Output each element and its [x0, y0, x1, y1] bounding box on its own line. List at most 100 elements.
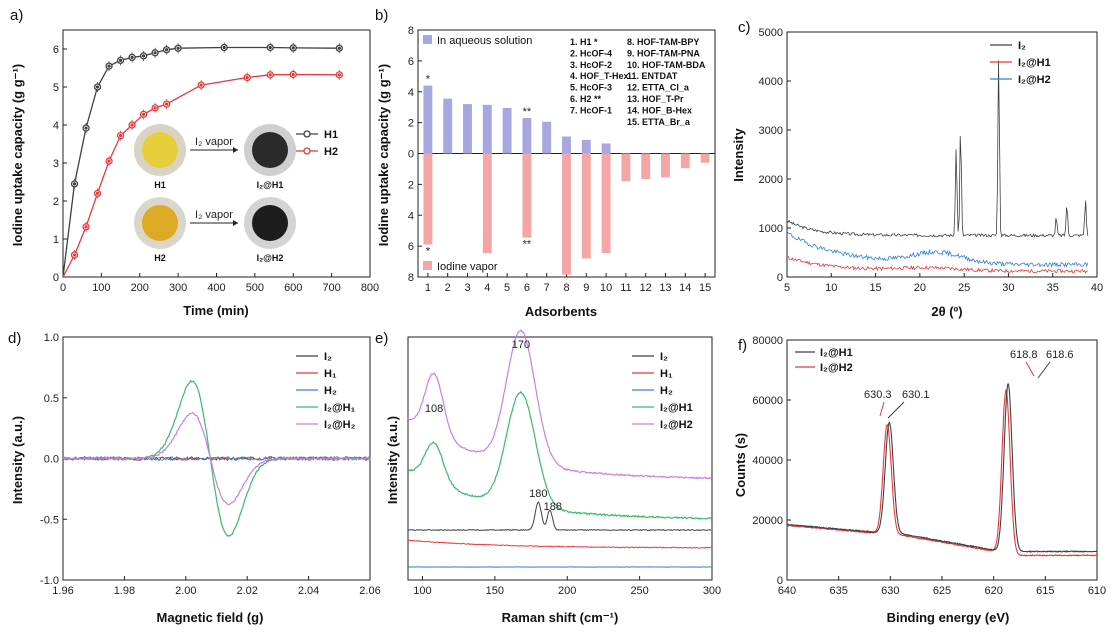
- panel-b-bar: [601, 143, 611, 154]
- panel-e-legend-label: H₁: [660, 368, 673, 380]
- panel-f-frame: [786, 339, 1098, 581]
- panel-d-ytick-label: 0.5: [44, 393, 59, 405]
- panel-b-bar: [423, 153, 433, 245]
- panel-c-legend-label: I₂@H1: [1018, 57, 1051, 69]
- panel-a-inset-sample: [252, 132, 288, 168]
- panel-f-series-line: [786, 388, 1098, 557]
- panel-a-point-core: [141, 54, 146, 58]
- panel-e-legend-label: I₂: [660, 351, 668, 363]
- panel-d-xtick-label: 2.00: [175, 585, 196, 597]
- panel-a-ytick-label: 5: [53, 82, 59, 94]
- panel-b-list-item: 7. HcOF-1: [570, 105, 612, 115]
- panel-label-e: e): [375, 330, 388, 347]
- panel-a-series-H2-line: [62, 73, 340, 278]
- panel-f-xtick-label: 610: [1088, 585, 1106, 597]
- panel-c-xtick-label: 35: [1047, 282, 1059, 294]
- panel-e-peak-label: 108: [425, 403, 443, 415]
- panel-b-xtick-label: 11: [620, 282, 631, 294]
- panel-b-list-item: 11. ENTDAT: [627, 71, 678, 81]
- panel-a-point-core: [165, 102, 169, 106]
- panel-f-arrow: [1037, 361, 1051, 379]
- panel-a-ytick-label: 3: [53, 158, 59, 170]
- panel-b-xtick-label: 12: [640, 282, 652, 294]
- panel-a-xtick-label: 400: [207, 282, 225, 294]
- panel-f-ytick-label: 80000: [752, 335, 783, 347]
- panel-c-ytick-label: 4000: [759, 76, 783, 88]
- panel-b-list-item: 15. ETTA_Br_a: [627, 117, 691, 127]
- panel-e-peak-label: 188: [544, 501, 562, 513]
- panel-e-legend-label: H₂: [660, 385, 673, 397]
- panel-b-bar: [641, 153, 651, 179]
- panel-b-bar: [482, 153, 492, 254]
- panel-f-series-line: [786, 382, 1097, 553]
- panel-e-peak-label: 170: [512, 339, 530, 351]
- panel-a-inset-label: I₂@H1: [257, 180, 284, 190]
- panel-b-bar: [542, 121, 552, 154]
- panel-a-chart: Time (min) Iodine uptake capacity (g g⁻¹…: [10, 29, 379, 318]
- panel-d-xlabel: Magnetic field (g): [157, 610, 264, 625]
- panel-a-xlabel: Time (min): [183, 303, 249, 318]
- panel-a-ytick-label: 1: [53, 234, 59, 246]
- panel-e-xtick-label: 250: [630, 585, 648, 597]
- panel-b-bar: [661, 153, 670, 178]
- panel-a-point-core: [95, 191, 100, 195]
- panel-f-ytick-label: 20000: [752, 515, 783, 527]
- panel-e-chart: Raman shift (cm⁻¹) Intensity (a.u.) 100 1…: [385, 329, 721, 625]
- panel-f-xtick-label: 635: [829, 585, 847, 597]
- panel-a-point-core: [199, 83, 203, 87]
- panel-b-ytick-label: 6: [408, 56, 414, 68]
- panel-a-point-core: [176, 46, 180, 50]
- panel-a-point-core: [84, 225, 88, 229]
- panel-a-ytick-label: 2: [53, 196, 59, 208]
- panel-c-xtick-label: 15: [869, 282, 881, 294]
- panel-b-bar: [562, 136, 571, 154]
- panel-f-arrow: [1025, 361, 1035, 377]
- panel-a-point-core: [141, 112, 146, 116]
- panel-c-series-I2H1-line: [786, 255, 1088, 274]
- panel-b-list-item: 14. HOF_B-Hex: [627, 105, 692, 115]
- panel-label-a: a): [10, 7, 23, 24]
- panel-a-ytick-label: 0: [53, 272, 59, 284]
- panel-a-xtick-label: 100: [92, 282, 110, 294]
- panel-d-ytick-label: -0.5: [40, 514, 59, 526]
- panel-a-ylabel: Iodine uptake capacity (g g⁻¹): [10, 64, 25, 246]
- panel-b-xtick-label: 7: [544, 282, 550, 294]
- panel-d-xtick-label: 2.02: [236, 585, 257, 597]
- panel-a-point-core: [107, 64, 111, 68]
- panel-a-legend-label: H1: [324, 129, 338, 141]
- panel-f-xlabel: Binding energy (eV): [887, 610, 1010, 625]
- panel-a-ytick-label: 6: [53, 44, 59, 56]
- panel-b-xtick-label: 6: [524, 282, 530, 294]
- panel-a-inset-sample: [142, 132, 178, 168]
- panel-a-legend-marker: [303, 130, 311, 138]
- panel-c-xtick-label: 10: [825, 282, 837, 294]
- panel-d-legend-label: H₂: [324, 385, 337, 397]
- panel-d-chart: Magnetic field (g) Intensity (a.u.) 1.96…: [10, 332, 381, 625]
- panel-f-xtick-label: 640: [778, 585, 796, 597]
- panel-f-peak-label: 618.6: [1046, 349, 1074, 361]
- panel-b-xlabel: Adsorbents: [525, 304, 597, 319]
- panel-a-point-core: [95, 85, 100, 89]
- panel-b-chart: Adsorbents Iodine uptake capacity (g g⁻¹…: [376, 25, 716, 319]
- panel-a-point-core: [153, 106, 157, 110]
- panel-a-ytick-label: 4: [53, 120, 59, 132]
- panel-a-point-core: [118, 134, 123, 138]
- panel-b-list-item: 6. H2 **: [570, 94, 602, 104]
- panel-e-xtick-label: 300: [703, 585, 721, 597]
- panel-c-ytick-label: 2000: [759, 174, 783, 186]
- panel-a-inset-arrow-label: I₂ vapor: [195, 209, 233, 221]
- panel-d-ylabel: Intensity (a.u.): [10, 416, 25, 504]
- panel-a-point-core: [222, 45, 226, 50]
- panel-d-ytick-label: 1.0: [44, 332, 59, 344]
- panel-b-ytick-label: 8: [408, 272, 414, 284]
- panel-e-ylabel: Intensity (a.u.): [385, 416, 400, 504]
- panel-f-legend-label: I₂@H2: [820, 362, 853, 374]
- panel-b-ytick-label: 4: [408, 87, 414, 99]
- panel-b-star-label: *: [426, 74, 431, 86]
- panel-a-point-core: [84, 126, 88, 130]
- panel-b-xtick-label: 2: [445, 282, 451, 294]
- panel-b-list-item: 10. HOF-TAM-BDA: [627, 60, 706, 70]
- panel-b-bar: [601, 153, 611, 254]
- panel-a-point-core: [165, 48, 169, 52]
- panel-b-bar: [522, 153, 532, 238]
